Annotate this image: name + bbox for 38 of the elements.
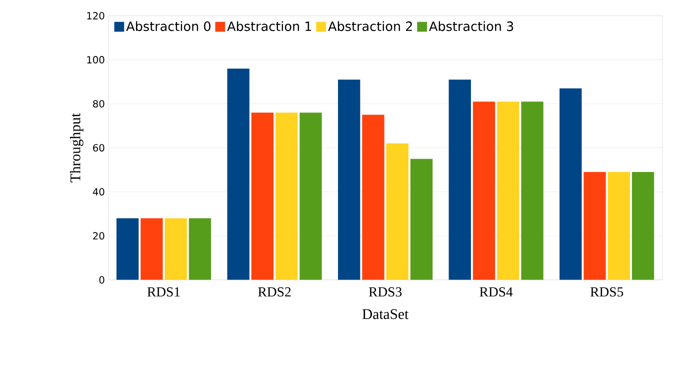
- bar: [164, 218, 187, 280]
- x-axis-title: DataSet: [362, 308, 409, 319]
- x-tick-label: RDS5: [590, 287, 624, 296]
- bar: [116, 218, 139, 280]
- legend-label: Abstraction 1: [227, 20, 312, 31]
- bar: [251, 112, 274, 280]
- bar: [584, 172, 606, 280]
- x-tick-label: RDS1: [147, 287, 180, 296]
- x-tick-label: RDS3: [368, 287, 402, 296]
- bar: [300, 112, 322, 280]
- bar: [227, 68, 250, 280]
- bar: [521, 101, 544, 280]
- bar: [560, 88, 582, 280]
- x-tick-label: RDS4: [480, 287, 513, 296]
- legend-label: Abstraction 2: [328, 20, 412, 31]
- bar: [362, 114, 384, 280]
- bar: [497, 101, 520, 280]
- bar: [386, 143, 408, 280]
- y-tick-label: 80: [93, 100, 104, 108]
- bar: [140, 218, 163, 280]
- bar: [276, 112, 298, 280]
- bar: [632, 172, 654, 280]
- y-tick-label: 120: [87, 12, 104, 20]
- bar: [188, 218, 212, 280]
- bar: [448, 79, 471, 280]
- legend-label: Abstraction 3: [429, 20, 514, 31]
- x-tick-label: RDS2: [258, 287, 291, 296]
- bar: [410, 158, 433, 280]
- legend-label: Abstraction 0: [126, 20, 210, 31]
- y-tick-label: 0: [99, 276, 104, 284]
- y-axis-title: Throughput: [70, 112, 84, 182]
- bar: [338, 79, 360, 280]
- y-tick-label: 60: [93, 144, 104, 152]
- bar: [608, 172, 630, 280]
- y-tick-label: 40: [92, 188, 104, 196]
- y-tick-label: 100: [87, 56, 104, 64]
- y-tick-label: 20: [93, 232, 104, 240]
- bar: [472, 101, 496, 280]
